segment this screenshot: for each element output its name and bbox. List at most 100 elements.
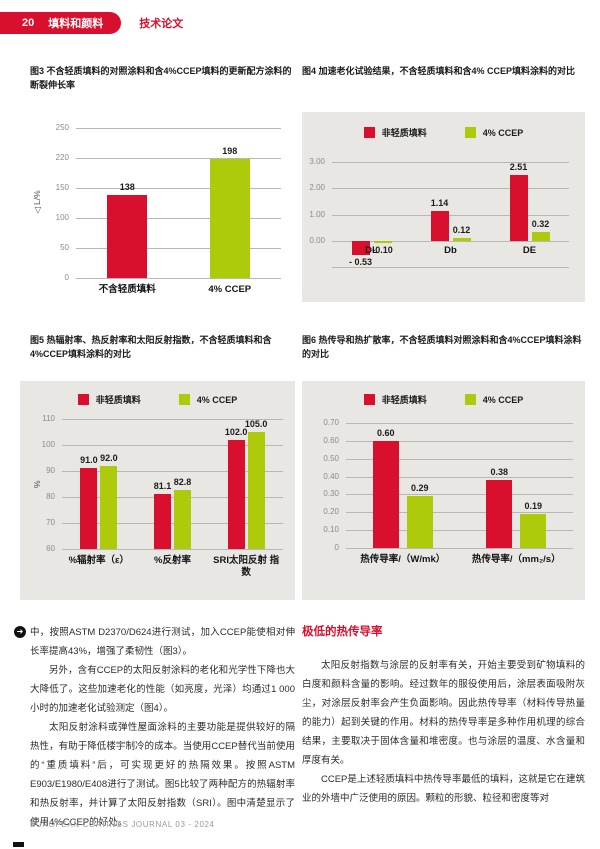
legend-swatch <box>464 127 476 138</box>
bar <box>373 240 392 244</box>
y-axis-tick: 100 <box>41 440 55 449</box>
figure-5-title: 图5 热辐射率、热反射率和太阳反射指数，不含轻质填料和含4%CCEP填料涂料的对… <box>30 335 272 359</box>
x-axis-label: 4% CCEP <box>208 284 252 295</box>
y-axis-tick: 0.30 <box>323 489 339 499</box>
gridline <box>346 476 573 478</box>
y-axis-tick: 0.00 <box>309 235 325 245</box>
chart-legend: 非轻质填料 4% CCEP <box>302 393 585 406</box>
y-axis-tick: 70 <box>46 518 55 527</box>
bar-value-label: 0.29 <box>410 483 429 494</box>
figure-4-chart: 非轻质填料 4% CCEP 3.00 2.00 1.00 0.00 - 0.53 1.14 2.… <box>302 112 585 302</box>
y-axis-tick: 0 <box>64 273 69 282</box>
body-column-right: 极低的热传导率 太阳反射指数与涂层的反射率有关，开始主要受到矿物填料的白度和颜料… <box>302 623 585 808</box>
legend-swatch <box>464 394 476 405</box>
x-axis-label: 不含轻质填料 <box>98 284 156 295</box>
chart-legend: 非轻质填料 4% CCEP <box>302 126 585 139</box>
y-axis-tick: 0.50 <box>323 453 339 463</box>
legend-swatch <box>363 394 375 405</box>
legend-label: 非轻质填料 <box>381 128 427 138</box>
y-axis-tick: 50 <box>60 243 69 252</box>
gridline <box>332 162 569 163</box>
bar-value-label: 0.60 <box>376 427 395 438</box>
bar-value-label: 91.0 <box>80 455 98 466</box>
y-axis-tick: 0.70 <box>323 418 339 427</box>
y-axis-tick: 0.40 <box>323 471 339 481</box>
bar-value-label: 0.12 <box>452 224 471 235</box>
legend-swatch <box>178 394 190 405</box>
bar-value-label: 0.32 <box>531 219 550 230</box>
y-axis-tick: 0.60 <box>323 435 339 445</box>
x-axis-label: DE <box>522 244 537 256</box>
legend-label: 非轻质填料 <box>381 395 427 405</box>
bar-value-label: - 0.53 <box>348 256 372 267</box>
bar-value-label: 0.38 <box>490 467 509 478</box>
gridline <box>62 419 283 420</box>
bar <box>486 480 513 548</box>
gridline <box>346 440 573 442</box>
legend-item: 4% CCEP <box>178 393 238 406</box>
axis-bottom-line <box>332 267 569 268</box>
bar <box>174 489 191 549</box>
section-badge: 20 填料和颜料 <box>0 12 122 34</box>
figure-3-chart: △L/% 250 220 150 100 50 0 138 198 不含轻质填料 4% CCEP <box>30 112 295 304</box>
legend-item: 非轻质填料 <box>363 393 427 406</box>
legend-label: 4% CCEP <box>196 394 238 405</box>
bar <box>520 514 547 548</box>
x-axis-label: SRI太阳反射 指数 <box>213 555 280 578</box>
bar-value-label: -0.10 <box>372 245 393 256</box>
bar <box>100 465 118 549</box>
gridline <box>62 445 283 446</box>
bar-value-label: 102.0 <box>224 426 248 437</box>
bar-value-label: 92.0 <box>100 452 118 463</box>
y-axis-tick: 90 <box>46 466 55 475</box>
paragraph-text: 中，按照ASTM D2370/D624进行测试，加入CCEP能使相对伸长率提高4… <box>30 627 295 657</box>
bar-value-label: 2.51 <box>509 161 528 172</box>
figure-6: 图6 热传导和热扩散率，不含轻质填料对照涂料和含4%CCEP填料涂料的对比 非轻… <box>302 333 585 600</box>
figure-4: 图4 加速老化试验结果，不含轻质填料和含4% CCEP填料涂料的对比 非轻质填料… <box>302 64 585 302</box>
bar <box>531 232 550 241</box>
y-axis-title: % <box>32 480 42 488</box>
figure-5: 图5 热辐射率、热反射率和太阳反射指数，不含轻质填料和含4%CCEP填料涂料的对… <box>20 333 295 600</box>
x-axis-label: DL <box>365 244 378 256</box>
section-title: 填料和颜料 <box>48 18 104 30</box>
y-axis-tick: 2.00 <box>309 183 325 193</box>
y-axis-tick: 80 <box>46 492 55 501</box>
bar <box>406 496 433 548</box>
y-axis-title: △L/% <box>32 190 42 216</box>
legend-item: 4% CCEP <box>464 126 523 139</box>
bar-value-label: 81.1 <box>153 481 172 492</box>
bar <box>209 159 250 278</box>
figure-3: 图3 不含轻质填料的对照涂料和含4%CCEP填料的更新配方涂料的断裂伸长率 △L… <box>30 64 295 304</box>
figure-5-chart: 非轻质填料 4% CCEP% 110 100 90 80 70 60 91.0 81.1 102.0… <box>20 381 295 600</box>
body-column-left: ➔ 中，按照ASTM D2370/D624进行测试，加入CCEP能使相对伸长率提高… <box>14 623 295 832</box>
gridline <box>332 240 569 242</box>
bar <box>107 195 148 278</box>
bar-value-label: 198 <box>222 146 238 157</box>
gridline <box>62 523 283 524</box>
gridline <box>62 549 283 550</box>
page-header: 20 填料和颜料 技术论文 <box>0 12 183 34</box>
y-axis-tick: 100 <box>55 213 69 222</box>
gridline <box>76 128 281 129</box>
gridline <box>346 458 573 460</box>
y-axis-tick: 0.10 <box>323 525 339 535</box>
gridline <box>76 158 281 159</box>
bar <box>351 240 370 255</box>
gridline <box>332 214 569 216</box>
y-axis-tick: 0 <box>334 543 339 552</box>
gridline <box>346 423 573 424</box>
legend-item: 4% CCEP <box>464 393 523 406</box>
y-axis-tick: 0.20 <box>323 507 339 517</box>
crop-mark <box>13 842 24 847</box>
gridline <box>332 188 569 190</box>
y-axis-tick: 60 <box>46 544 55 553</box>
gridline <box>346 512 573 514</box>
x-axis-label: 热传导率/（W/mk） <box>360 554 446 565</box>
continuation-arrow-icon: ➔ <box>14 626 26 638</box>
bar <box>509 174 528 241</box>
bar-value-label: 82.8 <box>173 476 192 487</box>
gridline <box>76 278 281 279</box>
body-paragraph: 另外，含有CCEP的太阳反射涂料的老化和光学性下降也大大降低了。这些加速老化的性… <box>30 665 295 714</box>
figure-6-chart: 非轻质填料 4% CCEP 0.70 0.60 0.50 0.40 0.30 0.20 0.10… <box>302 381 585 600</box>
bar <box>452 237 471 241</box>
